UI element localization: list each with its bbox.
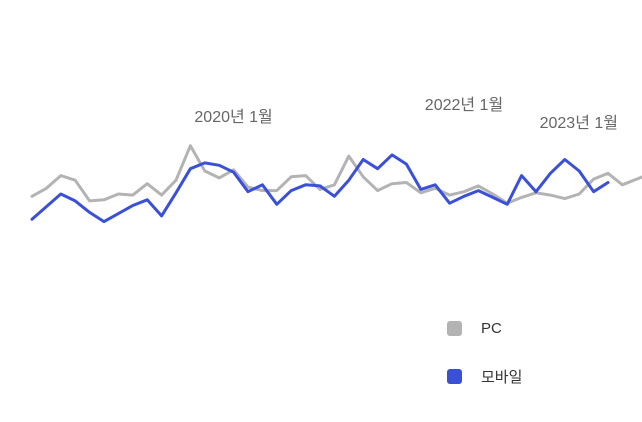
annotation-label: 2023년 1월: [540, 114, 618, 132]
legend-item-pc[interactable]: PC: [447, 316, 522, 340]
annotation-label: 2020년 1월: [194, 108, 272, 126]
legend-swatch-mobile: [447, 368, 462, 384]
series-layer: [30, 144, 642, 224]
annotation-label: 2022년 1월: [425, 96, 503, 114]
legend-label-mobile: 모바일: [481, 368, 523, 386]
annotation-layer: 2020년 1월 2022년 1월 2023년 1월: [194, 96, 618, 132]
legend-item-mobile[interactable]: 모바일: [447, 364, 522, 388]
legend-swatch-pc: [447, 320, 462, 336]
legend-label-pc: PC: [481, 319, 502, 337]
series-line-mobile: [30, 153, 610, 224]
legend: PC 모바일: [447, 316, 522, 412]
series-line-pc: [30, 144, 642, 205]
